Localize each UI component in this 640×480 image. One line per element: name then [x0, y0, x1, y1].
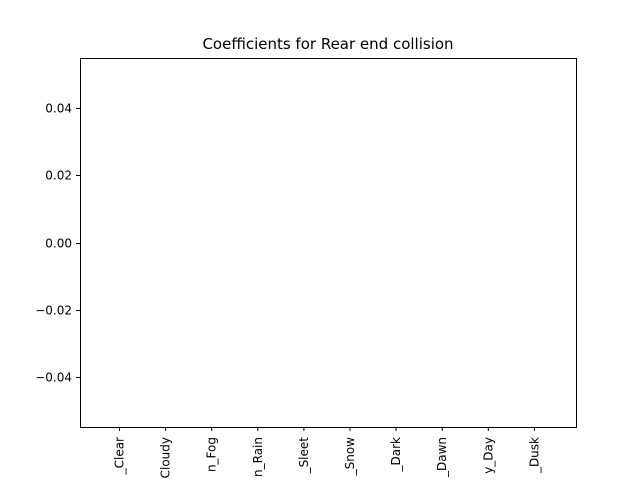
x-tick-label: n_Rain [251, 437, 265, 477]
x-tick-label: Cloudy [159, 437, 173, 478]
x-tick-label: _Clear [113, 437, 127, 475]
x-axis: _Clear Cloudy n_Fog n_Rain _Sleet _Snow _Dark _… [113, 427, 541, 478]
x-tick-label: _Dawn [435, 437, 449, 478]
y-tick-label: 0.00 [45, 237, 72, 251]
y-axis: 0.04 0.02 0.00 −0.02 −0.04 [35, 102, 80, 385]
x-tick-label: _Dusk [527, 437, 541, 474]
y-tick-label: 0.04 [45, 102, 72, 116]
y-tick-label: −0.02 [35, 304, 72, 318]
x-tick-label: _Dark [389, 437, 403, 473]
x-tick-label: y_Day [481, 437, 495, 474]
y-tick-label: 0.02 [45, 169, 72, 183]
plot-area-frame [80, 58, 577, 428]
chart-title: Coefficients for Rear end collision [202, 35, 453, 53]
y-tick-label: −0.04 [35, 371, 72, 385]
x-tick-label: _Sleet [297, 437, 311, 475]
x-tick-label: _Snow [343, 437, 357, 477]
x-tick-label: n_Fog [205, 437, 219, 472]
